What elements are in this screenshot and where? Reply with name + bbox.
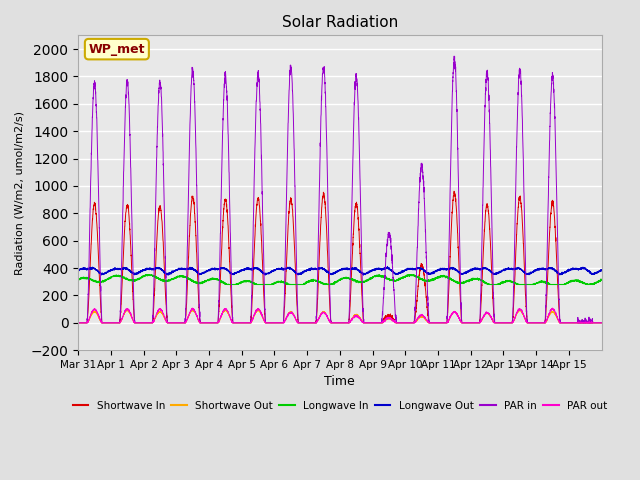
Line: Longwave Out: Longwave Out [78, 266, 602, 275]
Shortwave Out [483, 311, 491, 316]
Line: Shortwave Out: Shortwave Out [78, 310, 602, 323]
Line: Longwave In: Longwave In [78, 275, 602, 285]
Shortwave In [522, 308, 530, 314]
Longwave Out [523, 271, 531, 276]
Shortwave Out [522, 318, 530, 324]
PAR in [183, 278, 191, 284]
PAR in [483, 72, 491, 78]
Title: Solar Radiation: Solar Radiation [282, 15, 398, 30]
PAR out [387, 315, 395, 321]
PAR out [483, 310, 491, 316]
Shortwave In [450, 188, 458, 194]
Longwave Out [483, 266, 491, 272]
X-axis label: Time: Time [324, 375, 355, 388]
Shortwave Out [74, 320, 82, 326]
PAR in [451, 53, 458, 59]
PAR out [74, 320, 82, 326]
Longwave Out [598, 267, 605, 273]
Shortwave Out [183, 318, 191, 324]
PAR in [522, 300, 530, 306]
Longwave In [483, 281, 491, 287]
Longwave In [387, 277, 395, 283]
Longwave In [183, 275, 191, 281]
PAR out [548, 305, 556, 311]
Line: Shortwave In: Shortwave In [78, 191, 602, 323]
Shortwave In [483, 203, 491, 209]
Shortwave In [598, 320, 605, 326]
Shortwave In [509, 313, 516, 319]
Line: PAR in: PAR in [78, 56, 602, 323]
Longwave Out [360, 272, 367, 278]
Longwave In [523, 282, 531, 288]
Shortwave In [183, 300, 191, 306]
Longwave In [509, 279, 517, 285]
Longwave In [221, 282, 229, 288]
Longwave Out [74, 267, 82, 273]
Longwave In [113, 272, 120, 278]
Legend: Shortwave In, Shortwave Out, Longwave In, Longwave Out, PAR in, PAR out: Shortwave In, Shortwave Out, Longwave In… [68, 396, 611, 415]
Longwave Out [383, 264, 391, 269]
Longwave In [359, 280, 367, 286]
Text: WP_met: WP_met [88, 43, 145, 56]
PAR out [183, 317, 191, 323]
PAR in [509, 308, 516, 313]
Shortwave Out [509, 319, 516, 325]
PAR in [359, 303, 367, 309]
PAR out [359, 319, 367, 324]
PAR out [522, 318, 530, 324]
PAR in [74, 320, 82, 326]
Longwave Out [509, 266, 517, 272]
PAR in [598, 320, 605, 326]
Longwave Out [183, 266, 191, 272]
Longwave Out [359, 271, 367, 276]
Line: PAR out: PAR out [78, 308, 602, 323]
Longwave Out [387, 267, 395, 273]
Longwave In [74, 277, 82, 283]
Shortwave In [387, 314, 395, 320]
Shortwave Out [598, 320, 605, 326]
PAR in [387, 243, 395, 249]
PAR out [598, 320, 605, 326]
Shortwave Out [359, 319, 367, 325]
Shortwave In [74, 320, 82, 326]
Y-axis label: Radiation (W/m2, umol/m2/s): Radiation (W/m2, umol/m2/s) [15, 111, 25, 275]
Shortwave Out [221, 307, 229, 313]
Longwave In [598, 277, 605, 283]
Shortwave Out [387, 317, 395, 323]
PAR out [509, 319, 516, 325]
Shortwave In [359, 312, 367, 318]
